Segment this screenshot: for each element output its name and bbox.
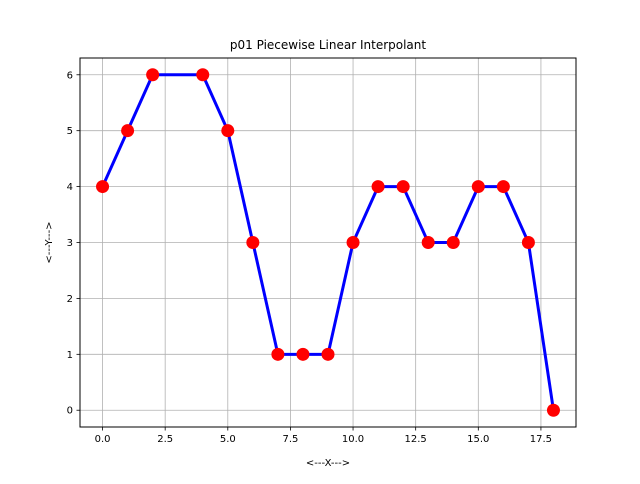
y-tick-label: 6	[67, 70, 73, 81]
data-point-marker	[546, 403, 560, 417]
x-axis-label: <---X--->	[306, 458, 350, 469]
y-tick-label: 3	[67, 238, 73, 249]
x-tick-label: 5.0	[220, 434, 236, 445]
x-tick-label: 0.0	[95, 434, 111, 445]
y-axis-label: <---Y--->	[44, 221, 55, 263]
x-tick-label: 10.0	[342, 434, 364, 445]
x-tick-label: 7.5	[282, 434, 298, 445]
data-point-marker	[271, 347, 285, 361]
x-tick-label: 12.5	[405, 434, 427, 445]
data-point-marker	[521, 236, 535, 249]
data-point-marker	[396, 180, 410, 194]
y-tick-label: 4	[67, 182, 73, 193]
data-point-marker	[371, 180, 385, 194]
data-point-marker	[246, 236, 260, 249]
x-tick-label: 2.5	[157, 434, 173, 445]
y-tick-label: 5	[67, 126, 73, 137]
data-point-marker	[146, 68, 160, 82]
y-tick-label: 0	[67, 406, 73, 417]
data-point-marker	[121, 124, 135, 138]
axis-ticks: 0.0 2.5 5.0 7.5 10.0 12.5 15.0 17.5 0 1 2 3 4 5 6	[67, 70, 552, 445]
y-tick-label: 2	[67, 294, 73, 305]
data-point-marker	[196, 68, 210, 82]
data-point-marker	[296, 347, 310, 361]
y-tick-label: 1	[67, 350, 73, 361]
series-markers	[96, 68, 560, 417]
data-point-marker	[221, 124, 235, 138]
chart-title: p01 Piecewise Linear Interpolant	[230, 38, 426, 52]
grid-lines	[80, 58, 576, 427]
data-point-marker	[96, 180, 110, 194]
data-point-marker	[321, 347, 335, 361]
data-point-marker	[421, 236, 435, 249]
data-point-marker	[346, 236, 360, 249]
data-point-marker	[446, 236, 460, 249]
x-tick-label: 17.5	[530, 434, 552, 445]
x-tick-label: 15.0	[467, 434, 489, 445]
data-point-marker	[496, 180, 510, 194]
data-point-marker	[471, 180, 485, 194]
